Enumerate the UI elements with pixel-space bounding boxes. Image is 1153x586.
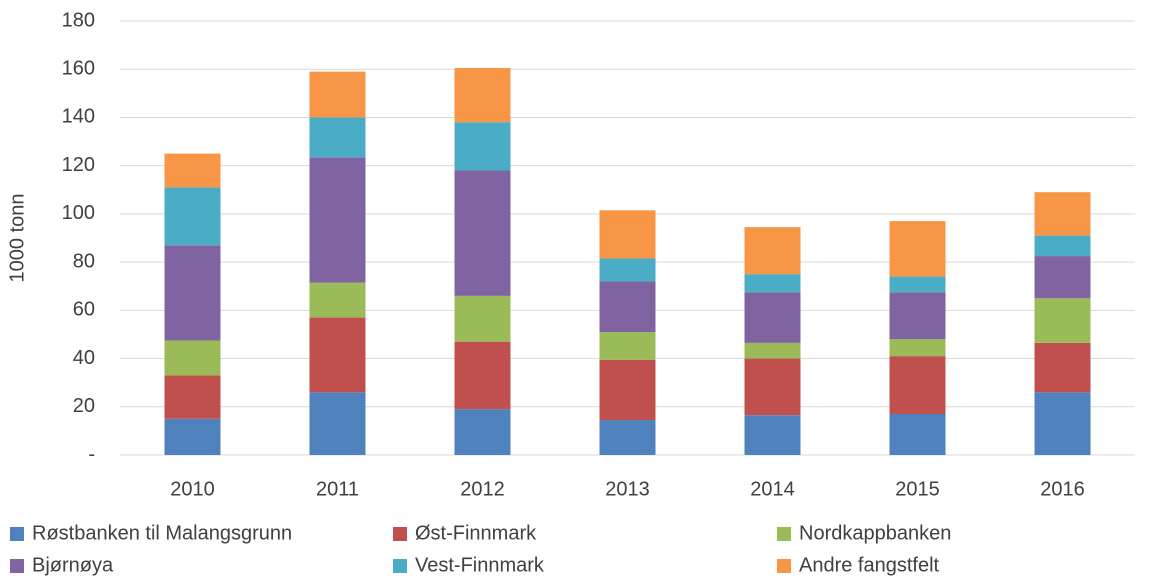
bar-segment bbox=[164, 375, 221, 419]
legend-swatch bbox=[393, 559, 407, 573]
bar-segment bbox=[889, 221, 946, 277]
y-tick-label: 40 bbox=[73, 347, 95, 369]
y-tick-label: 100 bbox=[62, 202, 95, 224]
legend-label: Bjørnøya bbox=[32, 554, 114, 576]
bar-segment bbox=[1034, 392, 1091, 455]
bar-segment bbox=[889, 276, 946, 293]
bar-segment bbox=[309, 317, 366, 393]
y-axis-label: 1000 tonn bbox=[6, 194, 28, 283]
y-tick-label: 60 bbox=[73, 299, 95, 321]
legend-label: Vest-Finnmark bbox=[415, 554, 545, 576]
y-tick-label: 120 bbox=[62, 154, 95, 176]
legend-label: Andre fangstfelt bbox=[799, 554, 940, 576]
bar-segment bbox=[164, 153, 221, 188]
bar-segment bbox=[744, 274, 801, 293]
bar-segment bbox=[889, 339, 946, 357]
bar-segment bbox=[744, 292, 801, 343]
bar-segment bbox=[889, 414, 946, 455]
bar-segment bbox=[309, 71, 366, 118]
bar-segment bbox=[599, 281, 656, 333]
bar-segment bbox=[309, 117, 366, 158]
x-tick-label: 2013 bbox=[605, 478, 650, 500]
y-tick-label: - bbox=[88, 443, 95, 465]
bar-segment bbox=[454, 170, 511, 296]
bar-segment bbox=[454, 341, 511, 410]
y-tick-label: 80 bbox=[73, 250, 95, 272]
bar-segment bbox=[164, 340, 221, 376]
bar-segment bbox=[164, 245, 221, 341]
bar-segment bbox=[744, 415, 801, 455]
bar-segment bbox=[1034, 235, 1091, 257]
x-tick-label: 2010 bbox=[170, 478, 215, 500]
x-tick-label: 2015 bbox=[895, 478, 940, 500]
bar-segment bbox=[309, 157, 366, 283]
x-tick-label: 2016 bbox=[1040, 478, 1085, 500]
legend-swatch bbox=[10, 527, 24, 541]
bar-segment bbox=[889, 292, 946, 340]
y-tick-label: 160 bbox=[62, 58, 95, 80]
bar-segment bbox=[889, 356, 946, 415]
bar-segment bbox=[309, 282, 366, 318]
legend-label: Øst-Finnmark bbox=[415, 522, 537, 544]
bar-segment bbox=[1034, 192, 1091, 236]
bar-segment bbox=[599, 258, 656, 282]
x-tick-label: 2012 bbox=[460, 478, 505, 500]
bar-segment bbox=[1034, 342, 1091, 393]
x-tick-label: 2014 bbox=[750, 478, 795, 500]
x-tick-label: 2011 bbox=[316, 478, 359, 500]
bar-segment bbox=[454, 409, 511, 455]
legend-swatch bbox=[777, 527, 791, 541]
bar-segment bbox=[454, 295, 511, 342]
bar-segment bbox=[164, 187, 221, 246]
y-tick-label: 140 bbox=[62, 106, 95, 128]
bar-segment bbox=[1034, 256, 1091, 299]
bar-segment bbox=[454, 68, 511, 123]
legend-label: Nordkappbanken bbox=[799, 522, 951, 544]
bar-segment bbox=[744, 358, 801, 416]
bar-segment bbox=[454, 122, 511, 171]
legend-swatch bbox=[393, 527, 407, 541]
bar-segment bbox=[744, 227, 801, 275]
bar-segment bbox=[744, 342, 801, 359]
bar-segment bbox=[164, 418, 221, 455]
legend-swatch bbox=[777, 559, 791, 573]
bar-segment bbox=[599, 359, 656, 421]
y-tick-label: 180 bbox=[62, 9, 95, 31]
bar-segment bbox=[599, 420, 656, 455]
legend-swatch bbox=[10, 559, 24, 573]
bar-segment bbox=[599, 332, 656, 360]
y-tick-label: 20 bbox=[73, 395, 95, 417]
bar-segment bbox=[309, 392, 366, 455]
bar-segment bbox=[1034, 298, 1091, 343]
bar-segment bbox=[599, 210, 656, 259]
legend-label: Røstbanken til Malangsgrunn bbox=[32, 522, 292, 544]
